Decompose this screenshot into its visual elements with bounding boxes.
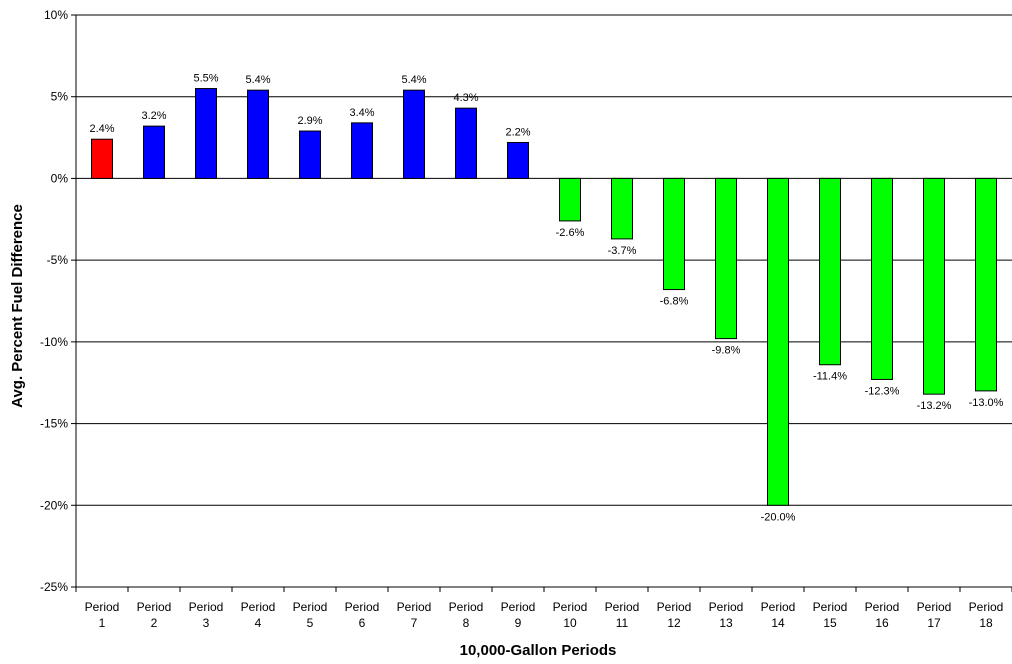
x-tick-label: Period	[605, 600, 640, 614]
data-label: -13.2%	[917, 400, 952, 412]
x-tick-label: Period	[241, 600, 276, 614]
data-label: -12.3%	[865, 385, 900, 397]
x-tick-label: 16	[875, 616, 889, 630]
y-tick-label: -10%	[40, 335, 68, 349]
bars	[91, 88, 997, 506]
x-tick-label: Period	[85, 600, 120, 614]
y-axis-title: Avg. Percent Fuel Difference	[9, 204, 26, 408]
x-tick-label: 8	[463, 616, 470, 630]
x-tick-label: 11	[616, 616, 629, 630]
gridlines	[76, 14, 1012, 506]
data-labels: 2.4% 3.2% 5.5% 5.4% 2.9% 3.4% 5.4% 4.3% 2.2% -2.6…	[89, 73, 1003, 524]
x-tick-label: 18	[979, 616, 993, 630]
x-tick-label: Period	[865, 600, 900, 614]
data-label: -13.0%	[969, 397, 1004, 409]
bar	[611, 177, 633, 240]
x-tick-label: 10	[563, 616, 577, 630]
x-tick-label: Period	[293, 600, 328, 614]
bar	[91, 138, 113, 179]
bar	[507, 141, 529, 179]
data-label: 5.4%	[245, 74, 270, 86]
data-label: -2.6%	[556, 227, 585, 239]
bar	[247, 89, 269, 179]
data-label: -20.0%	[761, 511, 796, 523]
data-label: -3.7%	[608, 245, 637, 257]
data-label: 2.9%	[297, 115, 322, 127]
x-tick-label: 14	[771, 616, 785, 630]
x-tick-label: Period	[553, 600, 588, 614]
data-label: 5.5%	[193, 73, 218, 85]
bar	[143, 125, 165, 179]
bar	[299, 130, 321, 179]
data-label: 2.4%	[89, 123, 114, 135]
x-axis-title: 10,000-Gallon Periods	[460, 642, 617, 659]
x-tick-label: 7	[411, 616, 418, 630]
bar	[663, 177, 685, 291]
x-tick-label: 1	[99, 616, 106, 630]
y-tick-label: -5%	[47, 253, 69, 267]
x-tick-label: Period	[189, 600, 224, 614]
data-label: 4.3%	[453, 92, 478, 104]
data-label: -11.4%	[813, 371, 847, 383]
y-tick-label: -25%	[40, 580, 68, 594]
bar	[923, 177, 945, 395]
tick-labels: 10% 5% 0% -5% -10% -15% -20% -25% Period 1 Period 2…	[40, 8, 1003, 630]
data-label: 5.4%	[401, 74, 426, 86]
data-label: -9.8%	[712, 345, 741, 357]
x-tick-label: 4	[255, 616, 262, 630]
data-label: 3.2%	[141, 110, 166, 122]
bar	[975, 177, 997, 392]
bar	[351, 122, 373, 179]
bar	[195, 88, 217, 179]
bar	[871, 177, 893, 380]
y-tick-label: 5%	[51, 90, 69, 104]
x-tick-label: 15	[823, 616, 837, 630]
x-tick-label: 3	[203, 616, 210, 630]
x-tick-label: 9	[515, 616, 522, 630]
bar	[767, 177, 789, 506]
x-tick-label: Period	[709, 600, 744, 614]
x-tick-label: 12	[667, 616, 681, 630]
bar	[715, 177, 737, 340]
bar	[559, 177, 581, 222]
x-tick-label: Period	[813, 600, 848, 614]
axes	[71, 14, 1012, 592]
x-tick-label: 13	[719, 616, 733, 630]
y-tick-label: 10%	[44, 8, 68, 22]
x-tick-label: Period	[397, 600, 432, 614]
x-tick-label: 6	[359, 616, 366, 630]
x-tick-label: Period	[345, 600, 380, 614]
bar	[819, 177, 841, 366]
x-tick-label: 5	[307, 616, 314, 630]
x-tick-label: Period	[761, 600, 796, 614]
x-tick-label: 17	[927, 616, 941, 630]
y-tick-label: -20%	[40, 498, 68, 512]
x-tick-label: Period	[501, 600, 536, 614]
x-tick-label: Period	[657, 600, 692, 614]
data-label: 3.4%	[349, 107, 374, 119]
x-tick-label: Period	[917, 600, 952, 614]
y-tick-label: -15%	[40, 417, 68, 431]
data-label: 2.2%	[505, 126, 530, 138]
bar	[403, 89, 425, 179]
x-tick-label: Period	[137, 600, 172, 614]
bar	[455, 107, 477, 179]
x-tick-label: Period	[969, 600, 1004, 614]
x-tick-label: 2	[151, 616, 158, 630]
y-tick-label: 0%	[51, 171, 69, 185]
data-label: -6.8%	[660, 296, 689, 308]
x-tick-label: Period	[449, 600, 484, 614]
